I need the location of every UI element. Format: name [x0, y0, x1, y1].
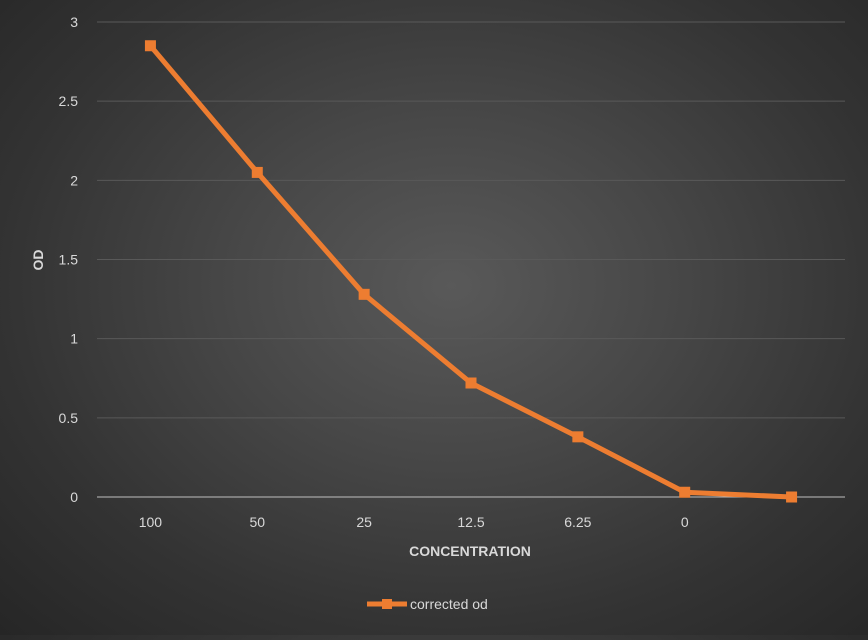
legend-marker-swatch [382, 599, 392, 609]
y-axis-ticks: 0 0.5 1 1.5 2 2.5 3 [59, 14, 79, 505]
y-tick-label: 1 [70, 331, 78, 347]
x-tick-label: 6.25 [564, 514, 591, 530]
series-layer [144, 40, 798, 503]
legend[interactable]: corrected od [367, 596, 488, 612]
y-tick-label: 3 [70, 14, 78, 30]
x-tick-label: 12.5 [457, 514, 484, 530]
data-point-marker [679, 486, 691, 498]
y-tick-label: 2.5 [59, 93, 79, 109]
data-point-marker [572, 431, 584, 443]
data-point-marker [786, 491, 798, 503]
data-point-marker [251, 166, 263, 178]
series-line [147, 43, 795, 500]
data-point-marker [144, 40, 156, 52]
x-axis-ticks: 100 50 25 12.5 6.25 0 [139, 514, 689, 530]
x-axis-title: CONCENTRATION [409, 543, 531, 559]
data-point-marker [358, 288, 370, 300]
y-axis-title: OD [30, 250, 46, 271]
x-tick-label: 0 [681, 514, 689, 530]
x-tick-label: 25 [356, 514, 372, 530]
y-tick-label: 0 [70, 489, 78, 505]
y-tick-label: 2 [70, 172, 78, 188]
data-point-marker [465, 377, 477, 389]
x-tick-label: 100 [139, 514, 163, 530]
legend-label: corrected od [410, 596, 488, 612]
gridlines [97, 21, 845, 498]
y-tick-label: 0.5 [59, 410, 79, 426]
y-tick-label: 1.5 [59, 252, 79, 268]
x-tick-label: 50 [249, 514, 265, 530]
